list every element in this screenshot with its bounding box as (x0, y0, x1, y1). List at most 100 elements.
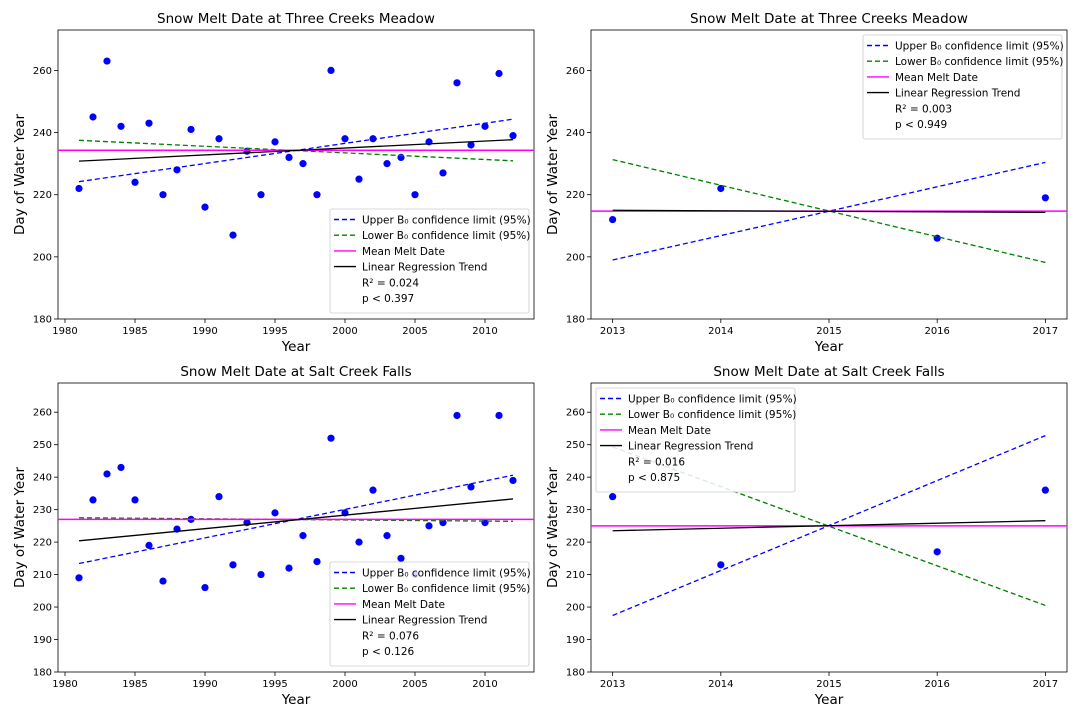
data-point (383, 532, 391, 540)
data-point (509, 476, 517, 485)
chart-title: Snow Melt Date at Salt Creek Falls (713, 364, 944, 380)
y-tick-label: 260 (33, 408, 52, 419)
data-point (327, 66, 335, 74)
data-point (271, 509, 279, 517)
x-tick-label: 2013 (600, 326, 625, 337)
regression-trend-line (612, 520, 1046, 532)
y-tick-label: 200 (566, 603, 585, 614)
legend-label-upper: Upper B₀ confidence limit (95%) (362, 215, 531, 227)
chart-panel-4: Snow Melt Date at Salt Creek Falls 2013 20… (545, 364, 1068, 708)
y-tick-label: 260 (566, 408, 585, 419)
p-value-label: p < 0.397 (362, 293, 414, 305)
data-point (313, 191, 321, 199)
y-axis-label: Day of Water Year (12, 467, 28, 588)
x-tick-label: 2014 (708, 326, 733, 337)
y-axis-label: Day of Water Year (545, 467, 561, 588)
data-point (131, 496, 139, 504)
x-tick-label: 2005 (402, 326, 427, 337)
x-tick-label: 2000 (332, 679, 357, 690)
y-tick-label: 180 (33, 668, 52, 679)
x-axis-label: Year (814, 339, 844, 355)
x-tick-label: 2015 (816, 326, 841, 337)
y-tick-label: 200 (566, 252, 585, 263)
x-tick-label: 2000 (332, 326, 357, 337)
lower-confidence-line (612, 158, 1046, 264)
upper-confidence-line (78, 474, 514, 565)
chart-panel-1: Snow Melt Date at Three Creeks Meadow 198… (12, 11, 535, 355)
data-point (717, 184, 725, 193)
y-tick-label: 220 (33, 538, 52, 549)
legend: Upper B₀ confidence limit (95%) Lower B₀ … (329, 208, 531, 314)
data-point (131, 178, 139, 186)
legend-label-upper: Upper B₀ confidence limit (95%) (628, 394, 797, 406)
y-tick-label: 230 (33, 505, 52, 516)
x-tick-label: 1990 (192, 326, 217, 337)
p-value-label: p < 0.126 (362, 646, 415, 658)
data-point (425, 522, 433, 530)
x-tick-label: 1980 (52, 679, 77, 690)
y-tick-label: 250 (33, 440, 52, 451)
data-point (467, 483, 475, 491)
legend-label-lower: Lower B₀ confidence limit (95%) (895, 56, 1063, 68)
legend-label-trend: Linear Regression Trend (362, 615, 487, 627)
data-point (257, 191, 265, 199)
data-point (145, 541, 153, 549)
chart-title: Snow Melt Date at Three Creeks Meadow (690, 11, 968, 27)
data-point (1041, 486, 1049, 494)
data-point (411, 191, 419, 199)
y-tick-label: 180 (33, 315, 52, 326)
y-tick-label: 180 (566, 315, 585, 326)
data-point (103, 57, 111, 65)
y-tick-label: 180 (566, 668, 585, 679)
regression-trend-line (78, 498, 514, 542)
data-point (453, 79, 461, 87)
data-point (257, 570, 265, 579)
chart-panel-3: Snow Melt Date at Salt Creek Falls 1980 19… (12, 364, 535, 708)
data-point (299, 160, 307, 168)
y-tick-label: 200 (33, 252, 52, 263)
data-point (299, 532, 307, 540)
data-point (509, 132, 517, 140)
data-point (369, 486, 377, 494)
y-tick-label: 240 (33, 128, 52, 139)
legend-label-mean: Mean Melt Date (895, 72, 978, 84)
x-tick-label: 1995 (262, 679, 287, 690)
y-tick-label: 210 (566, 570, 585, 581)
r-squared-label: R² = 0.076 (362, 630, 419, 642)
legend-label-lower: Lower B₀ confidence limit (95%) (628, 409, 796, 421)
legend-box (329, 208, 530, 314)
x-tick-label: 2017 (1033, 679, 1058, 690)
legend-label-upper: Upper B₀ confidence limit (95%) (895, 41, 1064, 53)
chart-title: Snow Melt Date at Salt Creek Falls (180, 364, 411, 380)
r-squared-label: R² = 0.016 (628, 456, 685, 468)
data-point (383, 160, 391, 168)
data-point (145, 119, 153, 127)
data-point (397, 554, 405, 562)
data-point (355, 538, 363, 546)
legend-label-upper: Upper B₀ confidence limit (95%) (362, 568, 531, 580)
legend-label-mean: Mean Melt Date (362, 599, 445, 611)
data-point (215, 135, 223, 143)
y-tick-label: 190 (33, 635, 52, 646)
data-point (453, 411, 461, 420)
y-tick-label: 220 (566, 190, 585, 201)
data-point (187, 125, 195, 134)
data-point (159, 577, 167, 585)
data-point (313, 557, 321, 566)
y-tick-label: 220 (33, 190, 52, 201)
y-tick-label: 200 (33, 603, 52, 614)
y-tick-label: 240 (566, 473, 585, 484)
data-point (495, 69, 503, 78)
data-point (341, 135, 349, 143)
data-point (201, 583, 209, 592)
legend-label-mean: Mean Melt Date (362, 246, 445, 258)
y-axis-label: Day of Water Year (545, 114, 561, 235)
y-tick-label: 260 (566, 66, 585, 77)
data-point (117, 122, 125, 130)
y-tick-label: 190 (566, 635, 585, 646)
y-tick-label: 230 (566, 505, 585, 516)
data-point (439, 169, 447, 177)
data-point (285, 153, 293, 162)
plot-area (58, 411, 534, 592)
